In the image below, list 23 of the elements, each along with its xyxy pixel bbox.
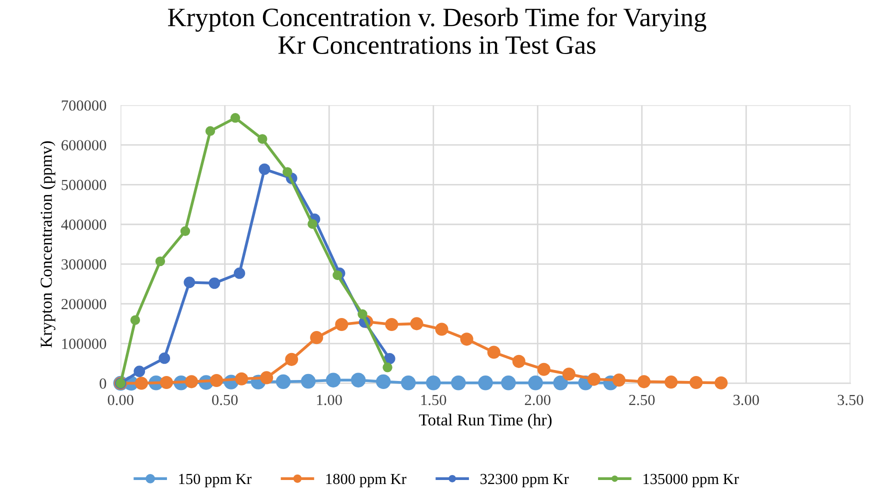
y-tick-label: 300000 [62,259,106,270]
legend-label: 135000 ppm Kr [644,474,739,488]
y-tick-label: 600000 [62,140,106,150]
x-tick-label: 2.50 [629,394,655,406]
y-tick-label: 200000 [62,298,106,310]
y-tick-label: 500000 [62,180,106,190]
chart-title: Krypton Concentration v. Desorb Time for Varying Kr Concentrations in Test Gas [168,8,706,54]
y-axis-title: Krypton Concentration (ppmv) [40,141,56,348]
y-tick-label: 100000 [62,338,106,349]
x-tick-label: 0.50 [212,394,238,406]
legend-label: 150 ppm Kr [179,474,252,488]
y-tick-label: 0 [100,378,106,389]
legend-label: 1800 ppm Kr [326,474,406,488]
y-tick-label: 700000 [62,100,106,111]
x-tick-label: 3.50 [838,394,864,406]
x-tick-label: 1.50 [421,394,446,406]
legend-label: 32300 ppm Kr [480,474,569,488]
x-axis-title: Total Run Time (hr) [419,414,552,429]
x-tick-label: 2.00 [524,394,550,406]
x-tick-label: 1.00 [317,394,342,406]
x-tick-label: 0.00 [108,394,134,406]
x-tick-label: 3.00 [734,394,759,406]
y-tick-label: 400000 [61,220,106,230]
